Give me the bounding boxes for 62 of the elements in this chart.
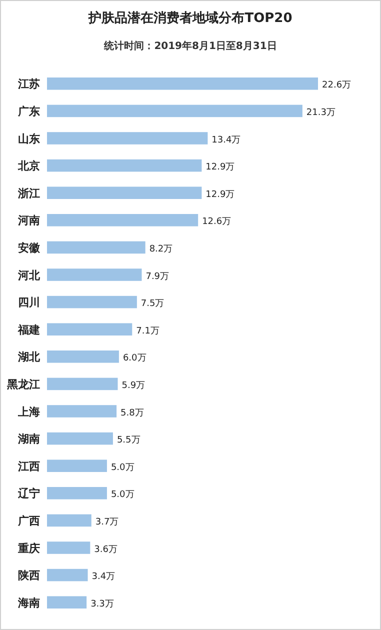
data-label: 8.2万 <box>149 244 173 254</box>
bar <box>47 378 118 390</box>
data-label: 12.6万 <box>202 217 232 228</box>
bar <box>47 159 202 172</box>
y-tick-label: 重庆 <box>17 542 40 555</box>
y-tick-label: 河南 <box>17 214 40 228</box>
data-label: 5.5万 <box>116 436 140 446</box>
y-tick-label: 广东 <box>17 104 40 118</box>
y-tick-label: 湖北 <box>17 350 41 364</box>
bar <box>47 78 318 90</box>
bar <box>47 214 198 226</box>
y-tick-label: 山东 <box>18 132 40 146</box>
data-label: 3.3万 <box>90 599 114 610</box>
bar <box>47 514 92 527</box>
bar <box>47 405 117 418</box>
data-label: 13.4万 <box>212 135 241 146</box>
data-label: 5.9万 <box>122 380 146 391</box>
data-label: 21.3万 <box>306 108 336 118</box>
bar <box>47 460 107 472</box>
y-tick-label: 海南 <box>17 596 40 610</box>
data-label: 5.8万 <box>120 408 144 418</box>
y-tick-label: 湖南 <box>17 432 40 446</box>
y-tick-label: 黑龙江 <box>6 378 40 391</box>
y-tick-label: 广西 <box>17 514 40 528</box>
bar <box>47 104 302 118</box>
data-label: 12.9万 <box>206 162 235 173</box>
bar <box>47 296 137 308</box>
data-label: 3.4万 <box>92 572 116 582</box>
bar <box>47 542 90 554</box>
bar <box>47 186 202 199</box>
bar <box>47 268 142 281</box>
bar <box>47 132 208 144</box>
y-tick-label: 上海 <box>17 405 40 418</box>
y-tick-label: 河北 <box>17 268 41 282</box>
data-label: 3.7万 <box>95 517 119 528</box>
data-label: 3.6万 <box>94 544 118 555</box>
data-label: 7.9万 <box>146 272 170 282</box>
data-label: 12.9万 <box>206 190 235 200</box>
y-tick-label: 福建 <box>17 323 40 336</box>
bar <box>47 241 146 254</box>
data-label: 7.5万 <box>140 299 164 310</box>
bar <box>47 323 132 336</box>
y-tick-label: 江苏 <box>17 78 40 91</box>
data-label: 7.1万 <box>136 326 160 336</box>
y-tick-label: 北京 <box>17 160 40 173</box>
chart-subtitle: 统计时间：2019年8月1日至8月31日 <box>103 40 277 52</box>
y-tick-label: 浙江 <box>17 186 40 200</box>
y-tick-label: 辽宁 <box>17 487 40 500</box>
bar <box>47 596 87 608</box>
y-tick-label: 安徽 <box>18 241 41 254</box>
bar <box>47 350 119 363</box>
bar <box>47 432 113 445</box>
y-tick-label: 四川 <box>18 296 40 310</box>
bar <box>47 568 88 582</box>
data-label: 5.0万 <box>110 490 134 500</box>
y-tick-label: 江西 <box>17 460 40 473</box>
data-label: 6.0万 <box>122 354 146 364</box>
data-label: 5.0万 <box>110 462 134 473</box>
chart-title: 护肤品潜在消费者地域分布TOP20 <box>88 10 292 26</box>
y-tick-label: 陕西 <box>18 569 40 582</box>
bar <box>47 487 107 500</box>
data-label: 22.6万 <box>322 80 352 91</box>
